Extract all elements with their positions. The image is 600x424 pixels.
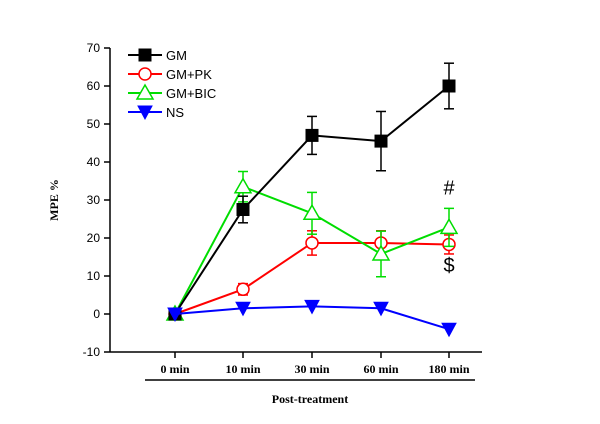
y-axis-title: MPE % [47,179,61,221]
annotations: #$ [443,177,455,277]
y-tick-label: 60 [87,79,101,93]
y-tick-label: 50 [87,117,101,131]
y-ticks: -10 0 10 20 30 40 50 60 70 [83,41,110,359]
data-point [235,301,251,317]
data-point [371,244,391,261]
x-tick-label: 30 min [294,362,329,376]
data-point [304,299,320,315]
legend-label: GM [166,48,187,63]
data-point [236,282,250,297]
data-point [373,301,389,317]
y-tick-label: 70 [87,41,101,55]
data-point [167,307,183,323]
x-tick-label: 60 min [363,362,398,376]
annotation-label: $ [443,255,454,277]
y-tick-label: 30 [87,193,101,207]
x-tick-label: 0 min [160,362,189,376]
y-tick-label: -10 [83,345,101,359]
annotation-label: # [443,177,455,199]
legend-marker [138,67,152,81]
x-tick-label: 180 min [428,362,469,376]
y-tick-label: 20 [87,231,101,245]
legend: GM GM+PK GM+BIC NS [128,48,216,121]
y-tick-label: 40 [87,155,101,169]
series-ns [167,299,457,338]
legend-label: GM+PK [166,67,212,82]
x-axis-title: Post-treatment [272,392,348,406]
data-point [233,177,253,194]
x-tick-label: 10 min [225,362,260,376]
x-categories: 0 min 10 min 30 min 60 min 180 min [160,352,470,376]
data-point [439,217,459,235]
series-gm [168,62,456,321]
legend-label: NS [166,105,184,120]
legend-label: GM+BIC [166,86,216,101]
data-point [236,203,250,216]
data-point [374,134,388,148]
data-point [441,322,457,338]
legend-marker [137,105,153,121]
legend-marker [135,83,155,100]
data-point [305,128,319,142]
y-tick-label: 0 [93,307,100,321]
data-point [442,79,456,93]
data-point [305,236,319,250]
legend-marker [138,48,152,62]
y-tick-label: 10 [87,269,101,283]
plot-area [165,62,459,338]
data-point [302,203,322,221]
